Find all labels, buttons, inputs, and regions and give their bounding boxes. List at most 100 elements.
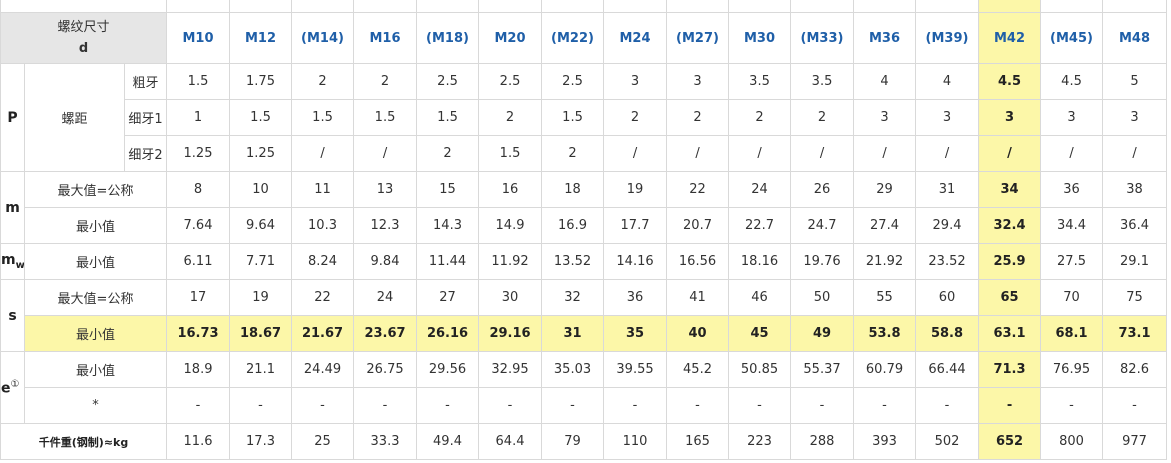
value-cell: 4 [915, 63, 980, 100]
value-cell: 652 [978, 423, 1042, 460]
value-cell: 73.1 [1102, 315, 1168, 352]
value-cell: 66.44 [915, 351, 980, 388]
value-cell: 19 [229, 279, 293, 316]
value-cell: 25 [291, 423, 355, 460]
top-border-cell [478, 0, 543, 13]
value-cell: 2.5 [416, 63, 480, 100]
value-cell: 11.6 [166, 423, 231, 460]
value-cell: 2 [603, 99, 668, 136]
top-border-cell [0, 0, 168, 13]
size-header: M30 [728, 12, 792, 64]
top-border-cell [416, 0, 480, 13]
value-cell: 1.5 [478, 135, 543, 172]
value-cell: 46 [728, 279, 792, 316]
value-cell: 26.16 [416, 315, 480, 352]
group-label-s: s [0, 279, 25, 352]
value-cell: 2 [353, 63, 418, 100]
value-cell: - [978, 387, 1042, 424]
value-cell: 977 [1102, 423, 1168, 460]
value-cell: 34 [978, 171, 1042, 208]
value-cell: 17.7 [603, 207, 668, 244]
value-cell: 1.25 [166, 135, 231, 172]
table-row: m 最大值=公称 8 10 11 13 15 16 18 19 22 24 26 29 31 34 36 38 [0, 171, 1168, 244]
value-cell: 29 [853, 171, 917, 208]
value-cell: 29.1 [1102, 243, 1168, 280]
row-label-star: * [23, 387, 168, 424]
value-cell: 49.4 [416, 423, 480, 460]
value-cell: / [353, 135, 418, 172]
value-cell: 14.3 [416, 207, 480, 244]
value-cell: 24.7 [790, 207, 855, 244]
value-cell: 34.4 [1040, 207, 1104, 244]
value-cell: 24.49 [291, 351, 355, 388]
value-cell: / [978, 135, 1042, 172]
value-cell: / [728, 135, 792, 172]
size-header: (M18) [416, 12, 480, 64]
value-cell: 21.67 [291, 315, 355, 352]
corner-header: 螺纹尺寸 d [0, 12, 168, 64]
value-cell: 165 [666, 423, 730, 460]
row-label-pitch: 螺距 [24, 63, 125, 172]
value-cell: 27 [416, 279, 480, 316]
value-cell: 14.16 [603, 243, 668, 280]
value-cell: 2 [666, 99, 730, 136]
value-cell: 3 [603, 63, 668, 100]
value-cell: 55.37 [790, 351, 855, 388]
top-border-cell hl [978, 0, 1042, 13]
value-cell: 393 [853, 423, 917, 460]
corner-symbol: d [78, 41, 89, 56]
size-header: (M33) [790, 12, 855, 64]
value-cell: 45.2 [666, 351, 730, 388]
value-cell: 30 [478, 279, 543, 316]
row-label-min: 最小值 [23, 315, 168, 352]
size-header: (M14) [291, 12, 355, 64]
value-cell: 17 [166, 279, 231, 316]
value-cell: 3.5 [790, 63, 855, 100]
value-cell: 24 [728, 171, 792, 208]
value-cell: 2 [541, 135, 605, 172]
value-cell: 76.95 [1040, 351, 1104, 388]
value-cell: - [478, 387, 543, 424]
value-cell: 9.84 [353, 243, 418, 280]
value-cell: 1.25 [229, 135, 293, 172]
value-cell: 4 [853, 63, 917, 100]
value-cell: 110 [603, 423, 668, 460]
size-header: (M45) [1040, 12, 1104, 64]
value-cell: 1.5 [166, 63, 231, 100]
value-cell: 3 [853, 99, 917, 136]
row-label-max: 最大值=公称 [23, 279, 168, 316]
top-border-cell [541, 0, 605, 13]
value-cell: 38 [1102, 171, 1168, 208]
value-cell: / [915, 135, 980, 172]
group-label-p: P [0, 63, 25, 172]
value-cell: 26.75 [353, 351, 418, 388]
value-cell: - [166, 387, 231, 424]
top-border-cell [166, 0, 231, 13]
group-label-mw: mw [0, 243, 25, 280]
top-border-row [0, 0, 1168, 13]
value-cell: 20.7 [666, 207, 730, 244]
value-cell: 32.95 [478, 351, 543, 388]
table-row: mw 最小值 6.11 7.71 8.24 9.84 11.44 11.92 13.52 14.1… [0, 243, 1168, 280]
top-border-cell [603, 0, 668, 13]
value-cell: 23.67 [353, 315, 418, 352]
right-edge [1167, 0, 1171, 463]
value-cell: 10 [229, 171, 293, 208]
row-label-min: 最小值 [23, 207, 168, 244]
value-cell: 36.4 [1102, 207, 1168, 244]
value-cell: - [416, 387, 480, 424]
value-cell: 39.55 [603, 351, 668, 388]
value-cell: - [353, 387, 418, 424]
value-cell: 2 [790, 99, 855, 136]
value-cell: 22 [666, 171, 730, 208]
value-cell: 19.76 [790, 243, 855, 280]
value-cell: 4.5 [978, 63, 1042, 100]
value-cell: 10.3 [291, 207, 355, 244]
value-cell: 13 [353, 171, 418, 208]
top-border-cell [666, 0, 730, 13]
top-border-cell [1102, 0, 1168, 13]
value-cell: 7.71 [229, 243, 293, 280]
value-cell: 40 [666, 315, 730, 352]
value-cell: / [853, 135, 917, 172]
